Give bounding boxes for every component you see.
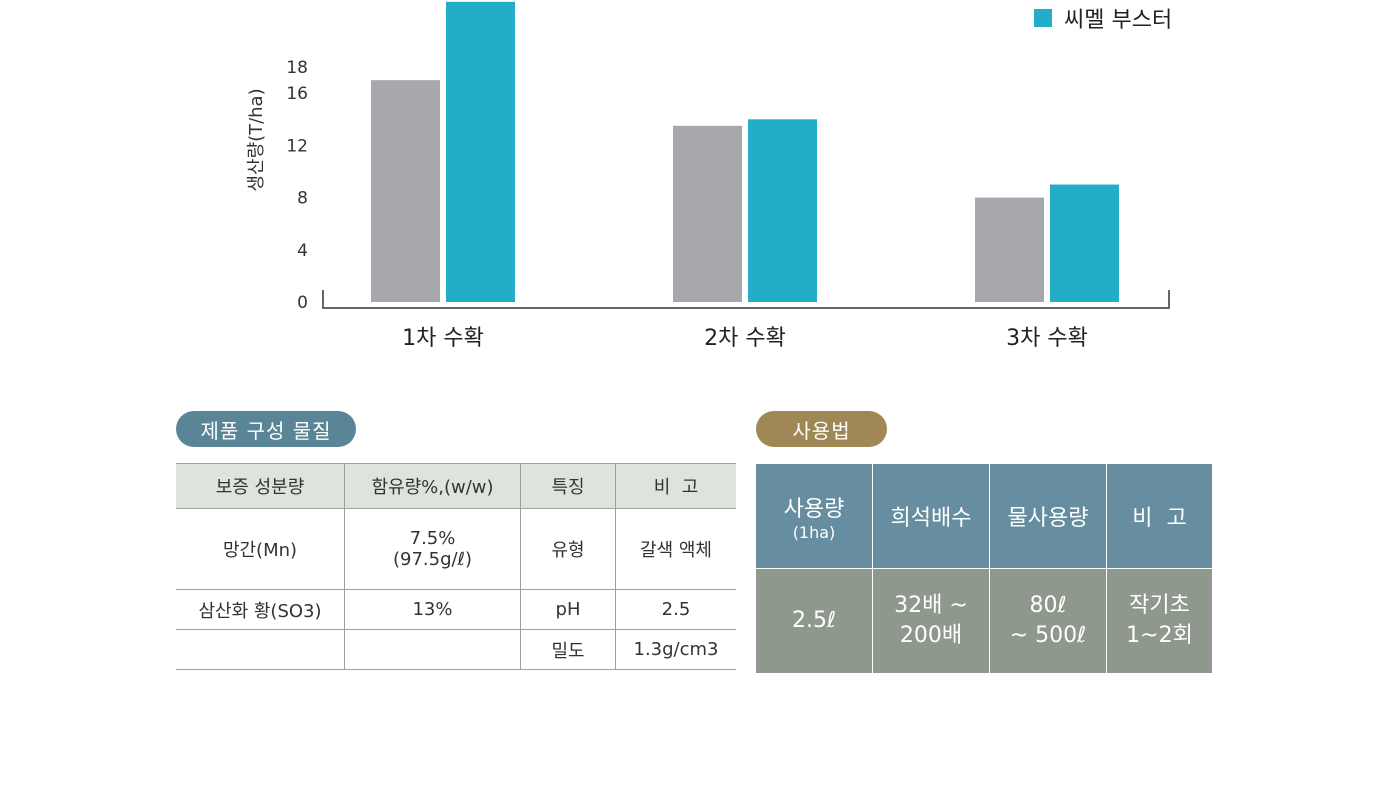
y-axis-label: 생산량(T/ha) (246, 88, 267, 191)
usage-row: 2.5ℓ 32배 ~ 200배 80ℓ ~ 500ℓ 작기초 1~2회 (756, 568, 1212, 674)
header-content: 함유량%,(w/w) (344, 463, 521, 509)
usage-table: 사용량 (1ha) 희석배수 물사용량 비 고 2.5ℓ 32배 ~ 200배 … (756, 463, 1212, 674)
cell-water: 80ℓ ~ 500ℓ (989, 568, 1107, 674)
cell-note: 작기초 1~2회 (1106, 568, 1212, 674)
note-line2: 1~2회 (1126, 623, 1193, 648)
header-guaranteed-ingredient: 보증 성분량 (176, 463, 345, 509)
bar-cimel-booster-2 (748, 119, 817, 302)
bar-control-1 (371, 80, 440, 303)
header-amount-sub: (1ha) (792, 522, 836, 542)
y-tick-label: 0 (297, 293, 308, 313)
y-ticks: 0 4 8 12 16 18 (286, 58, 308, 313)
table-header-row: 보증 성분량 함유량%,(w/w) 특징 비 고 (176, 463, 736, 509)
content-line1: 7.5% (409, 528, 456, 549)
cell-dilution: 32배 ~ 200배 (872, 568, 990, 674)
dilution-line2: 200배 (899, 623, 963, 648)
cell-feature: pH (520, 589, 616, 630)
header-note: 비 고 (615, 463, 736, 509)
dilution-line1: 32배 ~ (894, 593, 968, 618)
bar-control-2 (673, 125, 742, 302)
cell-note: 2.5 (615, 589, 736, 630)
bar-cimel-booster-3 (1050, 184, 1119, 302)
table-row: 망간(Mn) 7.5% (97.5g/ℓ) 유형 갈색 액체 (176, 508, 736, 590)
legend-swatch-cimel-booster (1034, 9, 1052, 27)
composition-table: 보증 성분량 함유량%,(w/w) 특징 비 고 망간(Mn) 7.5% (97… (176, 463, 736, 670)
bar-cimel-booster-1 (446, 1, 515, 302)
y-tick-label: 8 (297, 189, 308, 209)
y-tick-label: 12 (286, 136, 308, 156)
header-dilution: 희석배수 (872, 463, 990, 569)
header-feature: 특징 (520, 463, 616, 509)
cell-ingredient (176, 629, 345, 670)
x-tick-label: 2차 수확 (704, 326, 786, 351)
header-amount-label: 사용량 (783, 496, 845, 522)
header-note: 비 고 (1106, 463, 1212, 569)
note-line1: 작기초 (1129, 593, 1190, 618)
y-tick-label: 18 (286, 58, 308, 78)
usage-title-badge: 사용법 (756, 411, 887, 447)
cell-feature: 유형 (520, 508, 616, 590)
cell-feature: 밀도 (520, 629, 616, 670)
x-tick-label: 3차 수확 (1006, 326, 1088, 351)
usage-header-row: 사용량 (1ha) 희석배수 물사용량 비 고 (756, 463, 1212, 569)
water-line1: 80ℓ (1029, 593, 1067, 618)
table-row: 삼산화 황(SO3) 13% pH 2.5 (176, 589, 736, 630)
cell-content (344, 629, 521, 670)
composition-title-badge: 제품 구성 물질 (176, 411, 356, 447)
table-row: 밀도 1.3g/cm3 (176, 629, 736, 670)
x-axis (322, 290, 1170, 309)
legend: 씨멜 부스터 (1034, 2, 1172, 34)
legend-label: 씨멜 부스터 (1064, 8, 1173, 33)
cell-amount: 2.5ℓ (756, 568, 873, 674)
bars (371, 1, 1119, 303)
header-amount: 사용량 (1ha) (756, 463, 873, 569)
y-axis-label-group: 생산량(T/ha) (246, 88, 267, 191)
cell-content: 7.5% (97.5g/ℓ) (344, 508, 521, 590)
cell-ingredient: 삼산화 황(SO3) (176, 589, 345, 630)
x-tick-labels: 1차 수확 2차 수확 3차 수확 (402, 326, 1088, 351)
cell-ingredient: 망간(Mn) (176, 508, 345, 590)
y-tick-label: 4 (297, 241, 308, 261)
content-line2: (97.5g/ℓ) (392, 549, 473, 570)
x-tick-label: 1차 수확 (402, 326, 484, 351)
water-line2: ~ 500ℓ (1009, 623, 1087, 648)
cell-note: 1.3g/cm3 (615, 629, 736, 670)
header-water: 물사용량 (989, 463, 1107, 569)
bar-chart: 생산량(T/ha) 0 4 8 12 16 18 1차 수확 2차 수확 3차 수확 (246, 1, 1170, 351)
cell-note: 갈색 액체 (615, 508, 736, 590)
cell-content: 13% (344, 589, 521, 630)
y-tick-label: 16 (286, 84, 308, 104)
bar-control-3 (975, 197, 1044, 302)
